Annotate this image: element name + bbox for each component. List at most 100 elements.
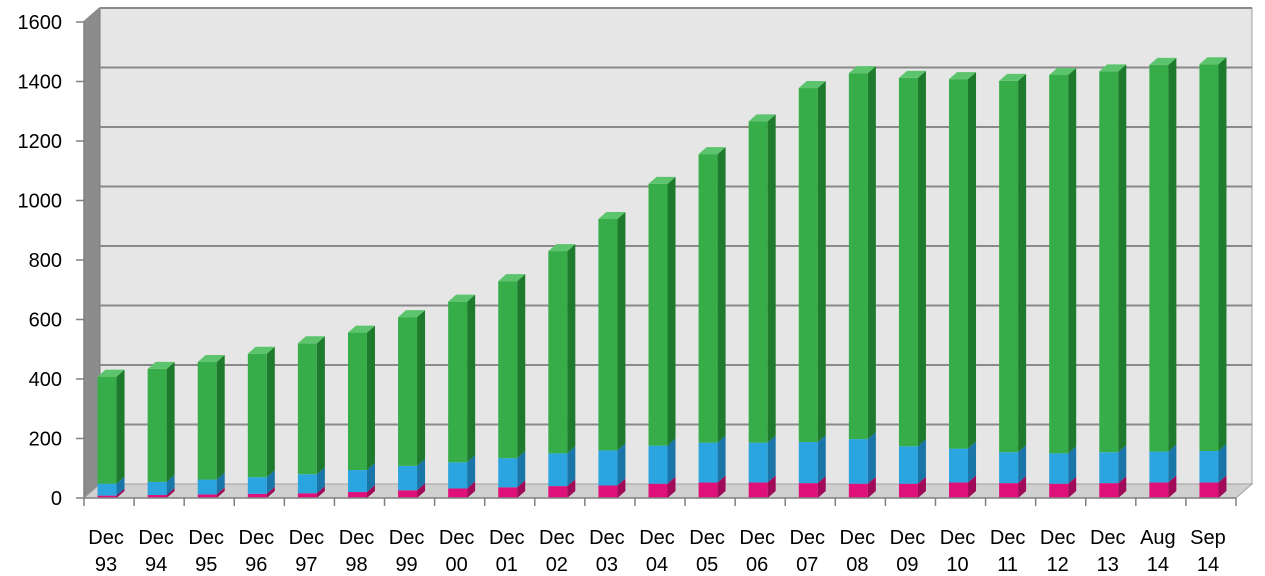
- bar-top: [1099, 64, 1127, 72]
- x-tick-label: Dec 12: [1040, 527, 1076, 576]
- bar-segment: [247, 477, 267, 494]
- bar-segment: [698, 154, 718, 443]
- bar-top: [798, 81, 826, 89]
- bar-segment: [548, 251, 568, 454]
- bar-segment-side: [116, 476, 125, 496]
- bar-segment-side: [266, 346, 275, 478]
- bar-segment-side: [567, 479, 576, 498]
- bar-segment-side: [1218, 475, 1227, 498]
- bar-segment-side: [517, 480, 526, 498]
- bar-segment: [949, 79, 969, 449]
- bar-segment-side: [216, 355, 225, 480]
- bar-segment-side: [316, 486, 325, 498]
- bar-segment: [798, 88, 818, 443]
- x-tick-label: Dec 93: [88, 527, 124, 576]
- bar-top: [1049, 67, 1077, 75]
- x-tick-label: Dec 97: [289, 527, 325, 576]
- bar-segment: [1149, 451, 1169, 483]
- bar-segment: [848, 73, 868, 440]
- bar-segment-side: [417, 483, 426, 498]
- bar-segment: [398, 465, 418, 491]
- x-tick-label: Dec 01: [489, 527, 525, 576]
- bar-top: [1149, 57, 1177, 65]
- bar-segment: [448, 462, 468, 489]
- bar-top: [297, 336, 325, 344]
- bar-segment: [1199, 482, 1219, 498]
- bar-top: [949, 72, 977, 80]
- bars: [97, 57, 1227, 498]
- x-tick-label: Dec 06: [739, 527, 775, 576]
- bar-segment-side: [1218, 443, 1227, 483]
- bar-segment-side: [1168, 57, 1177, 452]
- x-tick-label: Dec 11: [990, 527, 1026, 576]
- x-tick-label: Dec 04: [639, 527, 675, 576]
- bar-segment-side: [617, 443, 626, 486]
- x-tick-label: Dec 10: [940, 527, 976, 576]
- bar-segment-side: [316, 467, 325, 494]
- bar-segment: [448, 301, 468, 463]
- y-tick-label: 0: [51, 488, 62, 510]
- bar-segment: [748, 442, 768, 483]
- bar-segment-side: [1068, 446, 1077, 484]
- bar-segment: [1049, 483, 1069, 498]
- bar-segment-side: [1118, 445, 1127, 484]
- bar-segment: [999, 80, 1019, 453]
- bar-segment-side: [1168, 475, 1177, 498]
- x-tick-label: Dec 08: [840, 527, 876, 576]
- bar-segment-side: [667, 476, 676, 498]
- bar-segment: [1099, 483, 1119, 498]
- bar-segment: [297, 343, 317, 475]
- bar-segment-side: [767, 475, 776, 498]
- bar-segment-side: [467, 294, 476, 463]
- bar-segment-side: [667, 438, 676, 484]
- bar-segment-side: [216, 487, 225, 498]
- x-axis: Dec 93 Dec 94 Dec 95 Dec 96 Dec 97 Dec 98 Dec 99 Dec 00…: [83, 497, 1237, 576]
- bar-segment-side: [1018, 73, 1027, 453]
- bar-segment: [949, 448, 969, 483]
- bar-segment: [898, 77, 918, 447]
- bar-segment: [247, 493, 267, 498]
- gridline-side: [83, 126, 101, 142]
- bar-segment: [297, 493, 317, 498]
- bar-segment: [1049, 74, 1069, 454]
- x-tick-label: Dec 13: [1090, 527, 1126, 576]
- bar-top: [97, 369, 125, 377]
- bar-segment-side: [467, 481, 476, 498]
- bar-segment: [898, 446, 918, 484]
- y-tick-label: 600: [29, 310, 62, 332]
- bar-segment-side: [467, 455, 476, 489]
- bar-segment-side: [917, 439, 926, 484]
- bar-segment-side: [767, 114, 776, 443]
- bar-segment-side: [767, 435, 776, 483]
- bar-segment-side: [417, 458, 426, 491]
- bar-segment: [698, 482, 718, 498]
- bar-segment: [1099, 71, 1119, 453]
- y-tick-label: 1400: [18, 72, 63, 94]
- x-tick-label: Dec 02: [539, 527, 575, 576]
- bar-segment-side: [417, 310, 426, 466]
- bar-segment-side: [1218, 57, 1227, 451]
- x-tick-label: Aug 14: [1140, 527, 1176, 576]
- bar-top: [347, 325, 375, 333]
- bar-segment-side: [917, 70, 926, 447]
- bar-segment-side: [717, 435, 726, 483]
- bar-segment: [598, 218, 618, 451]
- y-axis: 0 200 400 600 800 1000 1200 1400 1600: [18, 12, 85, 510]
- x-tick-label: Dec 95: [188, 527, 224, 576]
- bar-segment-side: [266, 470, 275, 494]
- bar-segment: [548, 453, 568, 487]
- gridline-side: [83, 304, 101, 321]
- gridline-side: [83, 423, 101, 440]
- bar-segment-side: [717, 475, 726, 498]
- x-tick-label: Dec 09: [890, 527, 926, 576]
- y-tick-label: 1600: [18, 12, 63, 34]
- y-tick-label: 800: [29, 250, 62, 272]
- bar-segment: [347, 332, 367, 471]
- bar-top: [898, 70, 926, 78]
- bar-segment-side: [216, 472, 225, 495]
- bar-segment-side: [817, 476, 826, 498]
- bar-segment: [347, 470, 367, 493]
- bar-segment: [247, 353, 267, 478]
- bar-top: [498, 274, 526, 282]
